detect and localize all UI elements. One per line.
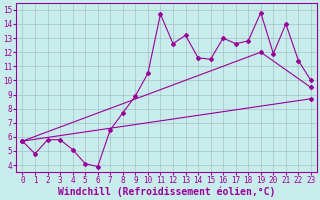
X-axis label: Windchill (Refroidissement éolien,°C): Windchill (Refroidissement éolien,°C)	[58, 187, 276, 197]
